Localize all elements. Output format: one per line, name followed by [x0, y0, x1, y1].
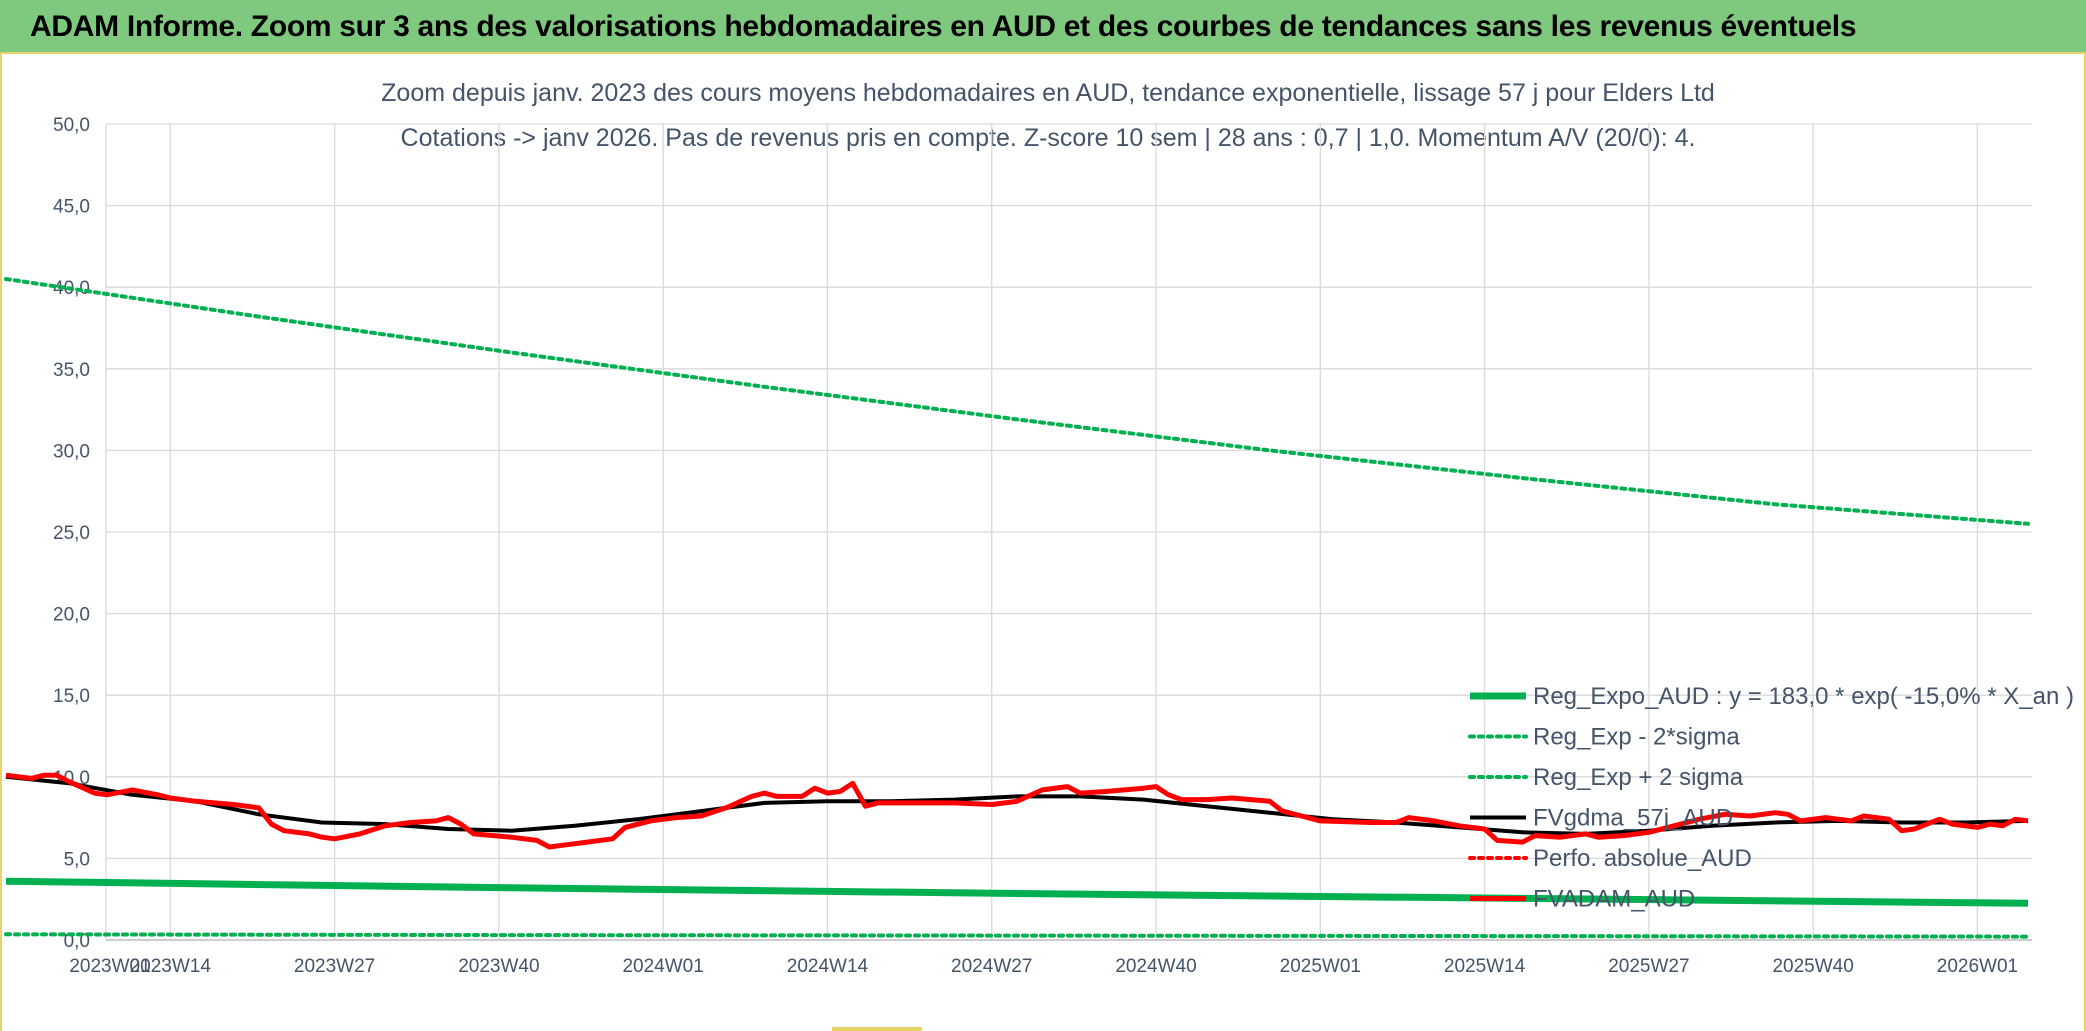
legend-label-0: Reg_Expo_AUD : y = 183,0 * exp( -15,0% *… — [1533, 683, 2074, 710]
x-tick-label: 2023W27 — [294, 956, 375, 977]
series-line-1 — [4, 932, 2030, 939]
report-banner: ADAM Informe. Zoom sur 3 ans des valoris… — [0, 0, 2086, 54]
line-chart: Zoom depuis janv. 2023 des cours moyens … — [4, 79, 2074, 977]
x-tick-label: 2023W14 — [130, 956, 212, 977]
chart-grid — [105, 123, 2032, 941]
x-tick-label: 2024W01 — [622, 956, 703, 977]
y-tick-label: 15,0 — [53, 686, 90, 707]
y-tick-label: 45,0 — [53, 197, 90, 218]
legend-label-5: FVADAM_AUD — [1533, 886, 1695, 913]
legend-label-4: Perfo. absolue_AUD — [1533, 845, 1752, 872]
chart-frame: Zoom depuis janv. 2023 des cours moyens … — [0, 54, 2086, 1031]
y-tick-label: 50,0 — [53, 115, 90, 136]
x-tick-label: 2025W27 — [1608, 956, 1689, 977]
x-tick-label: 2025W01 — [1280, 956, 1361, 977]
y-tick-label: 5,0 — [64, 849, 90, 870]
x-tick-label: 2024W40 — [1115, 956, 1196, 977]
legend-label-1: Reg_Exp - 2*sigma — [1533, 724, 1740, 751]
chart-title-line-2: Cotations -> janv 2026. Pas de revenus p… — [401, 124, 1696, 152]
chart-title-line-1: Zoom depuis janv. 2023 des cours moyens … — [381, 79, 1715, 107]
y-tick-label: 35,0 — [53, 360, 90, 381]
series-line-2 — [4, 277, 2030, 526]
legend-label-3: FVgdma_57j_AUD — [1533, 805, 1733, 832]
x-tick-label: 2025W14 — [1444, 956, 1526, 977]
series-line-5 — [5, 772, 2029, 850]
x-tick-label: 2025W40 — [1772, 956, 1853, 977]
series-line-3 — [5, 774, 2029, 836]
chart-legend: Reg_Expo_AUD : y = 183,0 * exp( -15,0% *… — [1468, 683, 2074, 913]
x-tick-label: 2026W01 — [1937, 956, 2018, 977]
y-tick-label: 30,0 — [53, 441, 90, 462]
frame-accent — [832, 1027, 922, 1031]
y-tick-label: 20,0 — [53, 605, 90, 626]
chart-series — [4, 277, 2030, 939]
legend-label-2: Reg_Exp + 2 sigma — [1533, 764, 1744, 791]
series-line-0 — [5, 877, 2029, 907]
x-tick-label: 2023W40 — [458, 956, 539, 977]
y-tick-label: 25,0 — [53, 523, 90, 544]
x-tick-label: 2024W14 — [787, 956, 869, 977]
report-title: ADAM Informe. Zoom sur 3 ans des valoris… — [30, 10, 1857, 43]
x-tick-label: 2023W01 — [69, 956, 150, 977]
x-tick-label: 2024W27 — [951, 956, 1032, 977]
